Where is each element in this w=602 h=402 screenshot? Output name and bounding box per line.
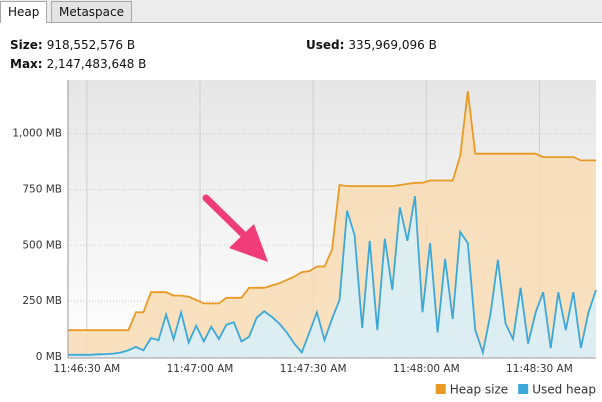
- stat-value: 918,552,576 B: [46, 38, 136, 52]
- stat: Max: 2,147,483,648 B: [10, 57, 146, 71]
- arrow-head: [229, 224, 268, 262]
- tab-bar: Heap Metaspace: [0, 0, 602, 23]
- stat-value: 335,969,096 B: [348, 38, 437, 52]
- legend-label: Used heap: [532, 383, 596, 397]
- y-tick-label: 250 MB: [22, 295, 62, 307]
- y-tick-label: 0 MB: [36, 351, 62, 363]
- legend-label: Heap size: [450, 383, 508, 397]
- x-tick-label: 11:48:00 AM: [393, 363, 460, 375]
- y-tick-label: 1,000 MB: [12, 128, 62, 140]
- y-tick-label: 750 MB: [22, 183, 62, 195]
- x-tick-label: 11:47:00 AM: [167, 363, 234, 375]
- tab[interactable]: Metaspace: [51, 1, 132, 22]
- x-tick-label: 11:46:30 AM: [53, 363, 120, 375]
- arrow-shaft: [202, 194, 254, 245]
- x-tick-label: 11:48:30 AM: [506, 363, 573, 375]
- legend-swatch: [518, 384, 529, 394]
- y-tick-label: 500 MB: [22, 239, 62, 251]
- area-fill: [68, 196, 596, 357]
- x-tick-label: 11:47:30 AM: [280, 363, 347, 375]
- stat: Used: 335,969,096 B: [306, 38, 437, 52]
- arrow-annotation: [202, 194, 268, 262]
- tab[interactable]: Heap: [0, 1, 48, 23]
- stat-value: 2,147,483,648 B: [46, 57, 147, 71]
- stat: Size: 918,552,576 B: [10, 38, 135, 52]
- stat-label: Max:: [10, 57, 43, 71]
- series-line: [68, 91, 596, 332]
- stat-label: Size:: [10, 38, 43, 52]
- series-line: [68, 196, 597, 356]
- stat-label: Used:: [306, 38, 345, 52]
- legend-swatch: [435, 384, 446, 394]
